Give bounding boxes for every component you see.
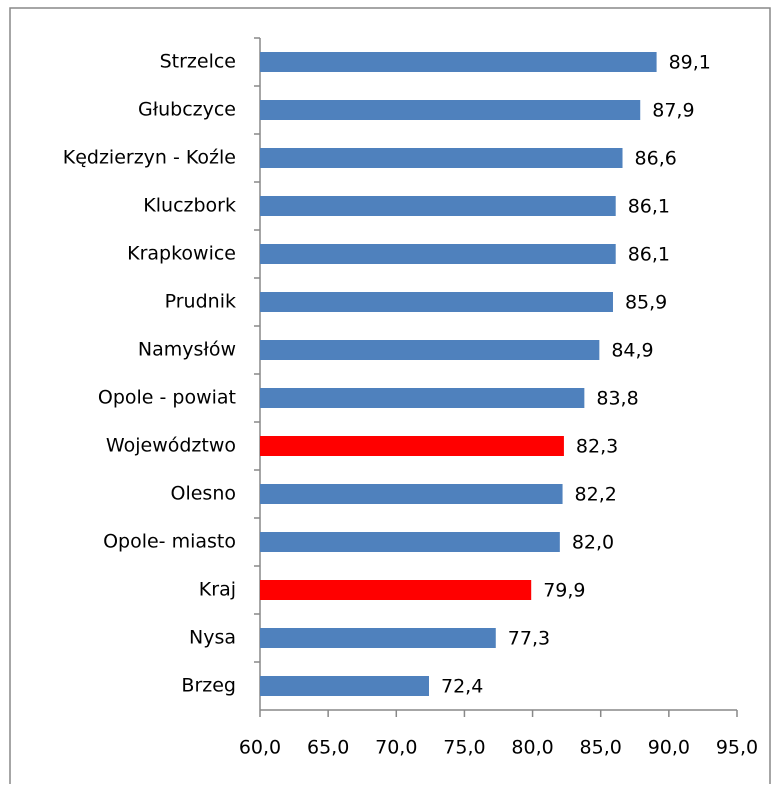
y-tick-label: Kluczbork xyxy=(143,195,236,217)
bar xyxy=(260,196,616,216)
bar xyxy=(260,100,641,120)
bar xyxy=(260,532,560,552)
y-tick-label: Brzeg xyxy=(181,675,236,697)
bar xyxy=(260,292,613,312)
bar xyxy=(260,676,429,696)
bar xyxy=(260,148,623,168)
bar xyxy=(260,340,600,360)
x-tick-label: 80,0 xyxy=(511,737,553,759)
y-tick-label: Nysa xyxy=(189,627,236,649)
x-tick-label: 60,0 xyxy=(239,737,281,759)
value-label: 82,3 xyxy=(576,436,618,458)
value-label: 89,1 xyxy=(669,52,711,74)
y-tick-label: Namysłów xyxy=(138,339,236,361)
y-tick-label: Opole- miasto xyxy=(103,531,236,553)
x-tick-label: 70,0 xyxy=(375,737,417,759)
y-tick-label: Krapkowice xyxy=(127,243,236,265)
value-label: 79,9 xyxy=(543,580,585,602)
y-tick-label: Głubczyce xyxy=(138,99,236,121)
bar xyxy=(260,580,532,600)
y-tick-label: Opole - powiat xyxy=(98,387,236,409)
x-tick-label: 75,0 xyxy=(443,737,485,759)
value-label: 83,8 xyxy=(596,388,638,410)
y-tick-label: Olesno xyxy=(171,483,237,505)
bar xyxy=(260,484,563,504)
value-label: 87,9 xyxy=(652,100,694,122)
value-label: 86,1 xyxy=(628,196,670,218)
y-tick-label: Kędzierzyn - Koźle xyxy=(63,147,236,169)
x-tick-label: 95,0 xyxy=(716,737,758,759)
value-label: 84,9 xyxy=(611,340,653,362)
value-label: 72,4 xyxy=(441,676,483,698)
y-tick-label: Województwo xyxy=(106,435,236,457)
x-tick-label: 85,0 xyxy=(580,737,622,759)
value-label: 77,3 xyxy=(508,628,550,650)
value-label: 82,0 xyxy=(572,532,614,554)
bar xyxy=(260,244,616,264)
value-label: 82,2 xyxy=(575,484,617,506)
bar xyxy=(260,628,496,648)
bar xyxy=(260,52,657,72)
y-tick-label: Kraj xyxy=(199,579,236,601)
x-tick-label: 65,0 xyxy=(307,737,349,759)
y-tick-label: Prudnik xyxy=(165,291,236,313)
x-tick-label: 90,0 xyxy=(648,737,690,759)
bar xyxy=(260,388,585,408)
y-tick-label: Strzelce xyxy=(160,51,236,73)
bar xyxy=(260,436,564,456)
chart-border xyxy=(9,7,771,788)
value-label: 86,1 xyxy=(628,244,670,266)
value-label: 86,6 xyxy=(635,148,677,170)
value-label: 85,9 xyxy=(625,292,667,314)
